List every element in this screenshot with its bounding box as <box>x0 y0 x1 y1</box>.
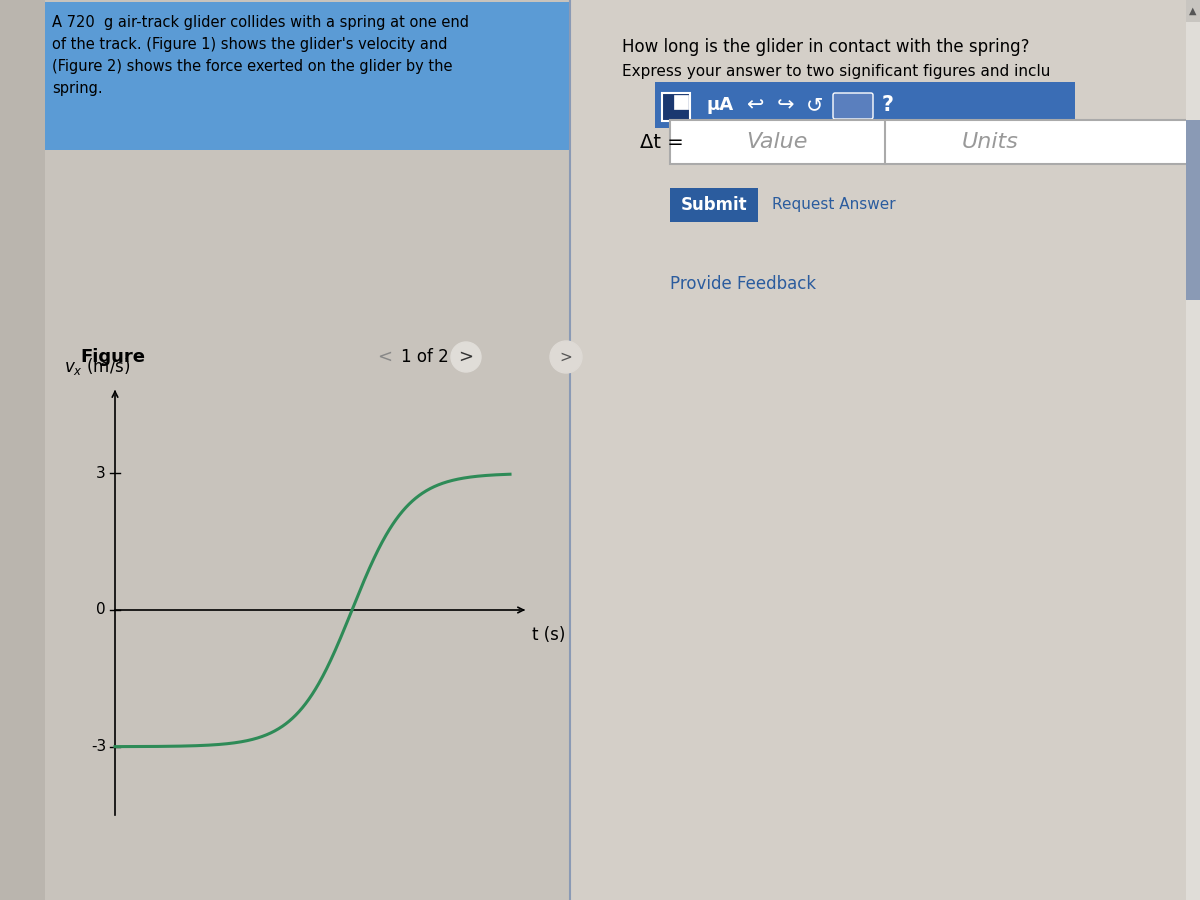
Text: <: < <box>378 348 392 366</box>
Text: -3: -3 <box>91 739 106 754</box>
Text: Value: Value <box>746 132 808 152</box>
FancyBboxPatch shape <box>1186 120 1200 300</box>
Text: of the track. (Figure 1) shows the glider's velocity and: of the track. (Figure 1) shows the glide… <box>52 37 448 52</box>
FancyBboxPatch shape <box>0 0 570 900</box>
Text: Express your answer to two significant figures and inclu: Express your answer to two significant f… <box>622 64 1050 79</box>
Text: How long is the glider in contact with the spring?: How long is the glider in contact with t… <box>622 38 1030 56</box>
Text: A 720  g air-track glider collides with a spring at one end: A 720 g air-track glider collides with a… <box>52 15 469 30</box>
Text: >: > <box>559 349 572 364</box>
Text: $v_x$ (m/s): $v_x$ (m/s) <box>64 356 131 377</box>
Text: 1 of 2: 1 of 2 <box>401 348 449 366</box>
Text: ↺: ↺ <box>806 95 823 115</box>
Text: Provide Feedback: Provide Feedback <box>670 275 816 293</box>
FancyBboxPatch shape <box>46 2 570 150</box>
FancyBboxPatch shape <box>670 188 758 222</box>
Text: t (s): t (s) <box>532 626 565 644</box>
FancyBboxPatch shape <box>655 82 1075 128</box>
Text: Units: Units <box>961 132 1019 152</box>
Text: Request Answer: Request Answer <box>772 197 895 212</box>
Text: ▲: ▲ <box>1189 6 1196 16</box>
Text: Figure: Figure <box>80 348 145 366</box>
Text: ↩: ↩ <box>746 95 763 115</box>
Text: μA: μA <box>707 96 733 114</box>
Text: 3: 3 <box>96 466 106 481</box>
FancyBboxPatch shape <box>1186 0 1200 22</box>
Text: spring.: spring. <box>52 81 103 96</box>
Text: (Figure 2) shows the force exerted on the glider by the: (Figure 2) shows the force exerted on th… <box>52 59 452 74</box>
FancyBboxPatch shape <box>670 120 1200 164</box>
FancyBboxPatch shape <box>1186 0 1200 900</box>
Text: ↪: ↪ <box>776 95 793 115</box>
FancyBboxPatch shape <box>833 93 874 119</box>
Text: >: > <box>458 348 474 366</box>
FancyBboxPatch shape <box>662 93 690 121</box>
FancyBboxPatch shape <box>674 95 688 109</box>
Text: Δt =: Δt = <box>640 132 684 151</box>
Circle shape <box>550 341 582 373</box>
FancyBboxPatch shape <box>570 0 1200 900</box>
Text: ?: ? <box>882 95 894 115</box>
FancyBboxPatch shape <box>0 0 46 900</box>
Text: Submit: Submit <box>680 196 748 214</box>
Circle shape <box>451 342 481 372</box>
Text: 0: 0 <box>96 602 106 617</box>
